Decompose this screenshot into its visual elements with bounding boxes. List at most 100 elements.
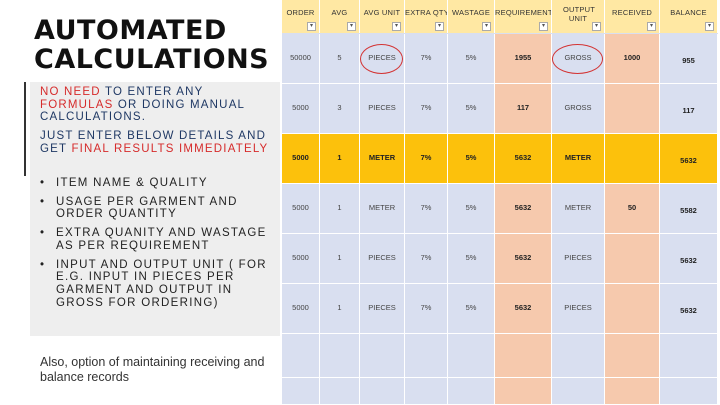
- table-cell[interactable]: GROSS: [552, 84, 605, 134]
- table-cell[interactable]: 5632: [660, 234, 718, 284]
- column-header-balance: BALANCE ▾: [660, 0, 718, 33]
- table-cell[interactable]: [605, 378, 660, 405]
- table-cell[interactable]: 5000: [282, 234, 320, 284]
- table-cell[interactable]: [448, 334, 495, 378]
- table-cell[interactable]: METER: [552, 184, 605, 234]
- table-cell[interactable]: METER: [360, 184, 405, 234]
- column-header-label: WASTAGE: [451, 8, 491, 17]
- table-cell[interactable]: 5582: [660, 184, 718, 234]
- table-cell[interactable]: PIECES: [552, 284, 605, 334]
- column-header-label: RECEIVED: [612, 8, 652, 17]
- table-cell[interactable]: 5632: [495, 284, 552, 334]
- table-cell[interactable]: [360, 378, 405, 405]
- table-cell[interactable]: [605, 84, 660, 134]
- list-item-text: ITEM NAME & QUALITY: [56, 177, 208, 189]
- spreadsheet-table: ORDER ▾ AVG ▾ AVG UNIT ▾ EXTRA QTY ▾ WASTAGE ▾ REQ…: [282, 0, 718, 405]
- table-cell[interactable]: 5000: [282, 284, 320, 334]
- table-cell[interactable]: PIECES: [360, 284, 405, 334]
- table-cell[interactable]: 1955: [495, 34, 552, 84]
- table-cell[interactable]: 50000: [282, 34, 320, 84]
- info-box: [30, 82, 280, 336]
- table-cell[interactable]: 7%: [405, 284, 448, 334]
- table-cell[interactable]: 117: [660, 84, 718, 134]
- column-header-label: OUTPUT UNIT: [563, 5, 596, 23]
- filter-dropdown-button[interactable]: ▾: [307, 22, 316, 31]
- table-cell[interactable]: 5%: [448, 134, 495, 184]
- filter-dropdown-button[interactable]: ▾: [347, 22, 356, 31]
- column-header-label: REQUIREMENT: [495, 8, 551, 17]
- table-cell[interactable]: [495, 378, 552, 405]
- column-header-received: RECEIVED ▾: [605, 0, 660, 33]
- table-cell[interactable]: PIECES: [360, 234, 405, 284]
- table-cell[interactable]: PIECES: [552, 234, 605, 284]
- table-cell[interactable]: 5632: [495, 184, 552, 234]
- list-item-text: EXTRA QUANITY AND WASTAGE AS PER REQUIRE…: [56, 227, 267, 252]
- table-cell[interactable]: 5%: [448, 184, 495, 234]
- table-cell[interactable]: 5000: [282, 84, 320, 134]
- table-cell[interactable]: [605, 334, 660, 378]
- list-item: • USAGE PER GARMENT AND ORDER QUANTITY: [40, 196, 276, 221]
- table-cell[interactable]: 3: [320, 84, 360, 134]
- table-cell[interactable]: METER: [360, 134, 405, 184]
- table-cell[interactable]: METER: [552, 134, 605, 184]
- title-line1: AUTOMATED: [34, 15, 227, 46]
- table-cell[interactable]: 1: [320, 184, 360, 234]
- table-cell[interactable]: 1: [320, 134, 360, 184]
- column-header-label: AVG: [331, 8, 348, 17]
- table-cell[interactable]: [405, 378, 448, 405]
- table-cell[interactable]: [552, 334, 605, 378]
- filter-dropdown-button[interactable]: ▾: [705, 22, 714, 31]
- table-cell[interactable]: [360, 334, 405, 378]
- table-cell[interactable]: 50: [605, 184, 660, 234]
- table-cell[interactable]: 5632: [660, 284, 718, 334]
- table-cell[interactable]: 1000: [605, 34, 660, 84]
- table-cell[interactable]: [320, 334, 360, 378]
- table-cell[interactable]: [605, 134, 660, 184]
- table-cell[interactable]: 117: [495, 84, 552, 134]
- column-header-extra-qty: EXTRA QTY ▾: [405, 0, 448, 33]
- table-cell[interactable]: 7%: [405, 134, 448, 184]
- table-cell[interactable]: 1: [320, 234, 360, 284]
- table-cell[interactable]: 5: [320, 34, 360, 84]
- filter-dropdown-button[interactable]: ▾: [539, 22, 548, 31]
- table-cell[interactable]: [660, 378, 718, 405]
- footnote: Also, option of maintaining receiving an…: [40, 355, 265, 384]
- table-cell[interactable]: 5%: [448, 234, 495, 284]
- table-cell[interactable]: 5000: [282, 184, 320, 234]
- table-cell[interactable]: 955: [660, 34, 718, 84]
- table-cell[interactable]: 7%: [405, 184, 448, 234]
- table-cell[interactable]: [605, 284, 660, 334]
- table-cell[interactable]: 1: [320, 284, 360, 334]
- table-cell[interactable]: 7%: [405, 234, 448, 284]
- table-cell[interactable]: [448, 378, 495, 405]
- table-cell[interactable]: [605, 234, 660, 284]
- table-cell[interactable]: 7%: [405, 34, 448, 84]
- list-item: • EXTRA QUANITY AND WASTAGE AS PER REQUIR…: [40, 227, 276, 252]
- details-paragraph: JUST ENTER BELOW DETAILS AND GET FINAL R…: [40, 130, 274, 155]
- table-cell[interactable]: 5632: [660, 134, 718, 184]
- table-cell[interactable]: [282, 378, 320, 405]
- table-cell[interactable]: [320, 378, 360, 405]
- table-cell[interactable]: [552, 378, 605, 405]
- table-cell[interactable]: [282, 334, 320, 378]
- table-cell[interactable]: [660, 334, 718, 378]
- filter-dropdown-button[interactable]: ▾: [392, 22, 401, 31]
- filter-dropdown-button[interactable]: ▾: [435, 22, 444, 31]
- table-cell[interactable]: 5%: [448, 84, 495, 134]
- bullet-icon: •: [40, 195, 46, 208]
- table-cell[interactable]: 5%: [448, 284, 495, 334]
- table-cell[interactable]: 5000: [282, 134, 320, 184]
- filter-dropdown-button[interactable]: ▾: [592, 22, 601, 31]
- table-cell[interactable]: 5632: [495, 134, 552, 184]
- table-cell[interactable]: [495, 334, 552, 378]
- table-cell[interactable]: 5632: [495, 234, 552, 284]
- table-cell[interactable]: [405, 334, 448, 378]
- table-cell[interactable]: 7%: [405, 84, 448, 134]
- filter-dropdown-button[interactable]: ▾: [647, 22, 656, 31]
- table-cell[interactable]: 5%: [448, 34, 495, 84]
- filter-dropdown-button[interactable]: ▾: [482, 22, 491, 31]
- table-cell[interactable]: PIECES: [360, 84, 405, 134]
- column-header-label: BALANCE: [670, 8, 707, 17]
- list-item-text: INPUT AND OUTPUT UNIT ( FOR E.G. INPUT I…: [56, 258, 267, 309]
- column-header-label: EXTRA QTY: [405, 8, 447, 17]
